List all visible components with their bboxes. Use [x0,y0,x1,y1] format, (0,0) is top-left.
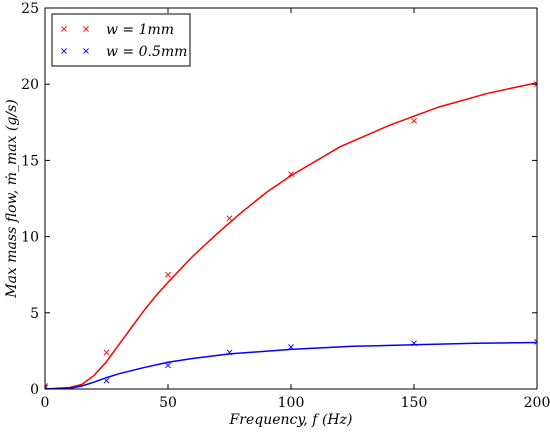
series-1-point-3 [226,349,233,356]
x-tick-label: 100 [278,395,305,411]
y-tick-label: 5 [30,306,39,322]
series-1-point-0 [45,384,48,389]
series-1-point-1 [103,377,110,384]
series-1-point-6 [534,338,537,345]
y-tick-label: 0 [30,382,39,398]
x-tick-label: 200 [524,395,550,411]
x-tick-label: 50 [159,395,177,411]
series-1-fit-line [45,341,537,389]
legend-box [51,13,191,67]
series-1-point-4 [288,344,294,351]
series-1-point-5 [411,340,417,347]
legend: w = 1mm w = 0.5mm [51,13,191,67]
series-1-point-2 [165,362,171,369]
legend-marker [61,48,67,54]
legend-marker [83,26,89,32]
legend-label: w = 1mm [106,22,174,38]
legend-label: w = 0.5mm [106,44,187,60]
legend-marker [61,26,67,32]
y-tick-label: 20 [21,77,39,93]
x-tick-label: 0 [41,395,50,411]
series-0-point-0 [45,383,48,389]
y-tick-label: 15 [21,153,39,169]
legend-marker [83,48,89,54]
x-axis-title: Frequency, f (Hz) [229,412,353,428]
series-0-point-3 [226,215,233,222]
series-0-fit-line [45,81,537,389]
axes: 0 50 100 150 200 0 5 10 15 20 25 [21,1,550,411]
y-axis-title: Max mass flow, ṁ_max (g/s) [4,99,20,299]
series-0-point-2 [165,271,171,278]
plot-area [45,81,537,389]
y-tick-label: 10 [21,230,39,246]
x-tick-label: 150 [401,395,428,411]
series-0-point-1 [103,349,110,356]
series-0-point-4 [288,171,294,178]
series-0-point-6 [534,81,537,88]
y-tick-label: 25 [21,1,39,17]
series-0-point-5 [411,117,417,124]
